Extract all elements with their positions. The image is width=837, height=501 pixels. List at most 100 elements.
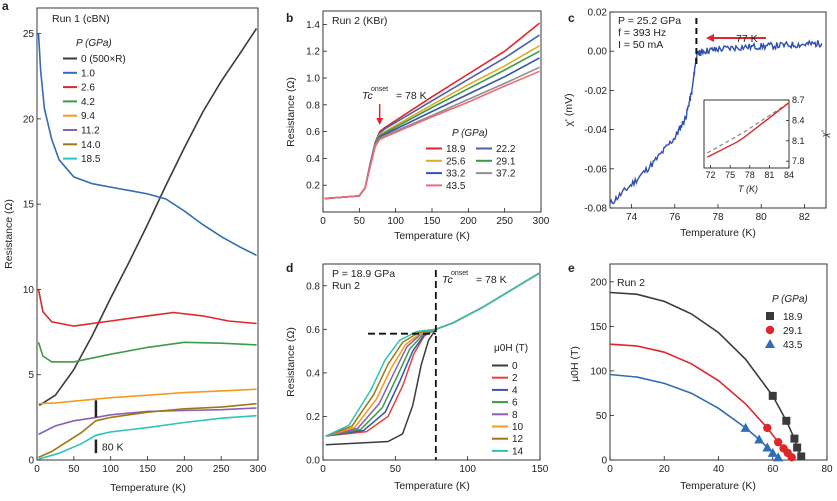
- panel-b-y-tick-label: 0.2: [306, 181, 320, 192]
- panel-e-marker: [773, 452, 784, 462]
- panel-e-x-axis-title: Temperature (K): [680, 480, 756, 492]
- panel-d-legend-label: 2: [512, 373, 518, 384]
- panel-a-y-tick-label: 10: [23, 285, 35, 296]
- panel-b-tc-label: Tc: [362, 90, 373, 102]
- panel-d-legend-label: 0: [512, 361, 518, 372]
- panel-b-run-label: Run 2 (KBr): [332, 15, 387, 27]
- panel-c-y-tick-label: 0.00: [588, 47, 608, 58]
- panel-a-legend-label: 14.0: [81, 140, 101, 151]
- panel-a-series-line: [38, 388, 257, 405]
- panel-c-inset-x-title: T (K): [738, 184, 758, 194]
- panel-c-x-tick-label: 80: [756, 212, 768, 223]
- panel-c-y-tick-label: -0.06: [584, 164, 607, 175]
- panel-e-marker: [740, 422, 751, 432]
- panel-c-letter: c: [568, 11, 575, 25]
- panel-a-letter: a: [2, 0, 9, 13]
- panel-c-y-tick-label: -0.02: [584, 86, 607, 97]
- panel-d-info-line: P = 18.9 GPa: [332, 268, 395, 280]
- panel-e-marker: [754, 434, 765, 444]
- panel-a-legend-label: 18.5: [81, 154, 101, 165]
- panel-a-legend-label: 0 (500×R): [81, 54, 126, 65]
- panel-c-77k-label: 77 K: [736, 33, 758, 45]
- panel-e-series-line: [609, 373, 779, 458]
- panel-c-y-tick-label: -0.08: [584, 204, 607, 215]
- panel-c-x-tick-label: 76: [669, 212, 681, 223]
- panel-e-legend-label: 18.9: [783, 312, 803, 323]
- panel-d-legend-label: 8: [512, 410, 518, 421]
- panel-c-inset-red-line: [706, 102, 790, 158]
- panel-e-y-tick-label: 50: [596, 411, 608, 422]
- panel-d-tc-label: Tc: [442, 274, 453, 286]
- panel-e-marker: [768, 391, 777, 400]
- panel-e-x-tick-label: 80: [821, 464, 833, 475]
- panel-b-y-tick-label: 0.8: [306, 100, 320, 111]
- panel-c-inset-x-tick-label: 72: [706, 170, 716, 180]
- panel-a-series-line: [38, 402, 257, 459]
- panel-d-legend-label: 12: [512, 434, 524, 445]
- panel-a-y-tick-label: 25: [23, 29, 35, 40]
- panel-b: b 0 50 100 150 200 250 300 0.2 0.4 0.6 0.8 1.0 1.2 1.4…: [285, 10, 550, 242]
- panel-e-marker: [797, 452, 806, 461]
- panel-c-inset-y-tick-label: 8.4: [792, 115, 805, 125]
- panel-c-x-axis-title: Temperature (K): [680, 227, 756, 239]
- panel-b-legend-label: 29.1: [496, 156, 516, 167]
- panel-e-marker: [767, 447, 778, 457]
- panel-a-y-tick-label: 15: [23, 200, 35, 211]
- panel-e-y-tick-label: 200: [590, 277, 607, 288]
- panel-b-y-tick-label: 1.2: [306, 47, 320, 58]
- panel-a-x-tick-label: 300: [250, 464, 267, 475]
- panel-c-inset-x-tick-label: 78: [745, 170, 755, 180]
- panel-e-y-tick-label: 100: [590, 366, 607, 377]
- panel-d-legend-label: 14: [512, 446, 524, 457]
- panel-b-y-axis-title: Resistance (Ω): [285, 77, 297, 147]
- panel-b-legend-label: 18.9: [446, 144, 466, 155]
- panel-a-y-tick-label: 20: [23, 114, 35, 125]
- panel-d-legend-label: 6: [512, 398, 518, 409]
- panel-b-y-tick-label: 1.0: [306, 74, 320, 85]
- panel-b-tc-arrowhead: [376, 118, 384, 125]
- panel-c-x-tick-label: 74: [626, 212, 638, 223]
- panel-a-y-axis-title: Resistance (Ω): [3, 199, 15, 269]
- panel-e-letter: e: [568, 261, 575, 275]
- panel-b-legend-title: P (GPa): [452, 128, 488, 139]
- panel-b-legend-label: 43.5: [446, 181, 466, 192]
- panel-e-series-line: [609, 343, 793, 458]
- panel-d-y-tick-label: 0.4: [306, 368, 320, 379]
- panel-d-tc-value: = 78 K: [476, 274, 507, 286]
- panel-e-legend-swatch: [765, 339, 775, 348]
- panel-a-legend-label: 2.6: [81, 83, 95, 94]
- panel-c-series-line: [609, 39, 823, 205]
- panel-a-x-tick-label: 0: [34, 464, 40, 475]
- panel-c-inset-dashed-line: [707, 102, 790, 154]
- panel-a-legend-title: P (GPa): [76, 38, 112, 49]
- panel-b-tc-value: = 78 K: [396, 90, 427, 102]
- panel-a-series-line: [37, 33, 257, 257]
- panel-d-y-tick-label: 0.0: [306, 456, 320, 467]
- panel-a-series-line: [38, 414, 257, 460]
- panel-e-x-tick-label: 60: [767, 464, 779, 475]
- panel-a-y-tick-label: 5: [28, 370, 34, 381]
- panel-b-y-tick-label: 1.4: [306, 20, 320, 31]
- panel-b-legend-label: 37.2: [496, 169, 516, 180]
- panel-c-y-tick-label: 0.02: [588, 8, 608, 19]
- panel-b-x-tick-label: 50: [354, 216, 366, 227]
- panel-e-x-tick-label: 0: [607, 464, 613, 475]
- panel-a-series-line: [38, 407, 257, 436]
- panel-b-x-tick-label: 100: [387, 216, 404, 227]
- panel-a-legend-label: 1.0: [81, 68, 95, 79]
- panel-a-80k-label: 80 K: [102, 442, 124, 454]
- panel-e-legend-title: P (GPa): [772, 294, 808, 305]
- panel-d-plot-frame: [322, 263, 541, 461]
- panel-e-legend-swatch: [766, 312, 774, 320]
- panel-b-x-tick-label: 150: [424, 216, 441, 227]
- panel-b-y-tick-label: 0.6: [306, 127, 320, 138]
- panel-c-inset-y-tick-label: 7.8: [792, 156, 805, 166]
- panel-d-x-tick-label: 0: [320, 464, 326, 475]
- panel-c-info-line: f = 393 Hz: [618, 27, 666, 39]
- panel-a-x-tick-label: 50: [68, 464, 80, 475]
- panel-b-x-tick-label: 300: [533, 216, 550, 227]
- panel-c-x-tick-label: 78: [712, 212, 724, 223]
- panel-e-marker: [763, 423, 772, 433]
- panel-b-tc-sup: onset: [371, 86, 388, 93]
